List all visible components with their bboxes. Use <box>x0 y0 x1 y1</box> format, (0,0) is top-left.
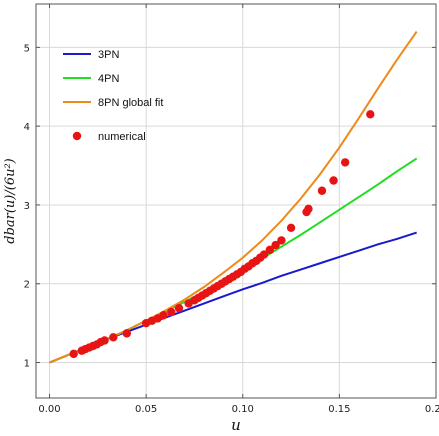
numerical-point <box>109 333 118 342</box>
x-tick-label: 0.05 <box>135 404 157 415</box>
numerical-point <box>317 186 327 195</box>
plot-frame <box>35 3 437 399</box>
y-axis-label: dbar(u)/(6u²) <box>3 158 18 244</box>
y-tick-label: 2 <box>24 280 30 291</box>
numerical-point <box>122 329 132 338</box>
legend-label: 8PN global fit <box>98 97 163 109</box>
numerical-point <box>271 240 280 250</box>
numerical-point <box>340 158 350 167</box>
numerical-point <box>259 250 269 259</box>
numerical-point <box>277 236 286 245</box>
legend-swatch <box>72 131 82 141</box>
grid <box>36 4 437 398</box>
y-tick-label: 5 <box>24 43 30 54</box>
numerical-point <box>329 176 338 185</box>
x-tick-label: 0.00 <box>38 404 60 415</box>
x-tick-label: 0.10 <box>232 404 254 415</box>
numerical-point <box>100 336 109 345</box>
x-tick-label: 0.15 <box>328 404 350 415</box>
x-axis-label: u <box>231 416 241 434</box>
numerical-point <box>286 223 296 232</box>
numerical-point <box>265 245 275 255</box>
numerical-point <box>167 307 176 317</box>
legend-label: 4PN <box>98 73 119 85</box>
numerical-point <box>366 110 375 119</box>
numerical-points <box>69 110 375 359</box>
x-tick-label: 0.20 <box>425 404 439 415</box>
numerical-point <box>174 303 184 313</box>
numerical-point <box>69 349 78 359</box>
y-tick-label: 4 <box>24 122 30 133</box>
legend-label: 3PN <box>98 49 119 61</box>
y-tick-label: 3 <box>24 201 30 212</box>
legend-label: numerical <box>98 131 146 143</box>
numerical-point <box>304 204 313 214</box>
y-tick-label: 1 <box>24 359 30 370</box>
series-line-4pn <box>49 157 418 364</box>
legend: 3PN 4PN 8PN global fit numerical <box>63 49 163 143</box>
numerical-point <box>159 311 168 320</box>
axis-ticks: 0.00 0.05 0.10 0.15 0.20 1 2 3 4 5 <box>24 4 439 415</box>
